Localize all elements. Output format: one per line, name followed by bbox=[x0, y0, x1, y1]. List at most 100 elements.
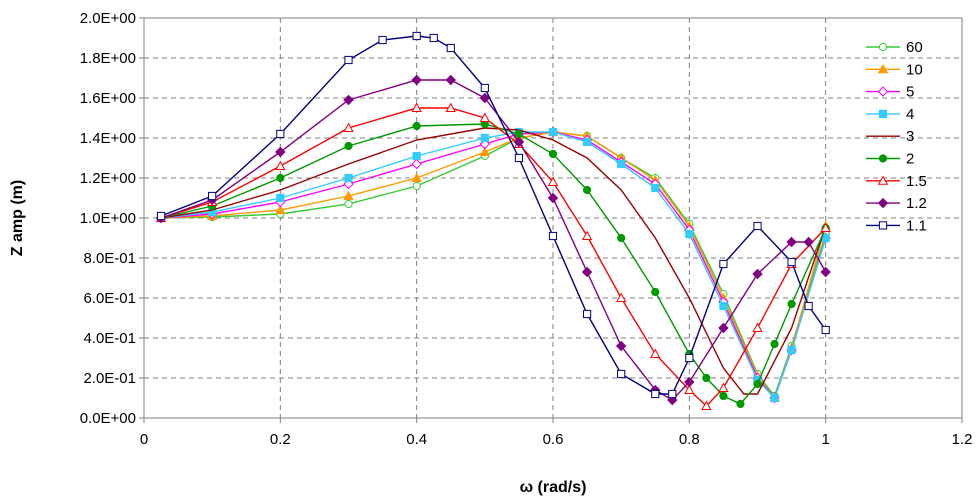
series-4 bbox=[156, 127, 830, 403]
legend-item: 2 bbox=[866, 151, 914, 168]
data-point bbox=[877, 63, 889, 74]
data-point bbox=[479, 146, 491, 156]
y-tick-label: 2.0E-01 bbox=[83, 370, 136, 387]
series-60 bbox=[156, 127, 830, 401]
x-tick-label: 1.2 bbox=[952, 431, 973, 448]
data-point bbox=[702, 373, 711, 383]
legend-item: 10 bbox=[866, 61, 923, 78]
data-point bbox=[877, 197, 889, 209]
data-point bbox=[787, 299, 796, 309]
data-point bbox=[581, 266, 593, 278]
data-point bbox=[685, 353, 694, 363]
data-point bbox=[820, 266, 831, 278]
series-layer bbox=[155, 31, 831, 410]
data-point bbox=[411, 158, 422, 170]
grid-lines bbox=[144, 18, 962, 418]
data-point bbox=[378, 35, 387, 45]
data-point bbox=[343, 122, 354, 132]
data-point bbox=[276, 129, 285, 139]
legend-label: 10 bbox=[906, 61, 923, 78]
data-point bbox=[820, 222, 831, 232]
data-point bbox=[719, 259, 728, 269]
data-point bbox=[877, 175, 889, 185]
data-point bbox=[668, 389, 677, 399]
data-point bbox=[753, 379, 762, 389]
x-tick-label: 1 bbox=[821, 431, 829, 448]
data-point bbox=[786, 236, 797, 248]
data-point bbox=[617, 159, 626, 169]
data-point bbox=[582, 137, 592, 147]
data-point bbox=[804, 301, 813, 311]
data-point bbox=[275, 146, 286, 158]
data-point bbox=[752, 322, 763, 332]
data-point bbox=[581, 230, 593, 240]
y-tick-label: 8.0E-01 bbox=[83, 250, 136, 267]
data-point bbox=[617, 369, 626, 379]
data-point bbox=[685, 229, 694, 239]
data-point bbox=[719, 301, 728, 311]
data-point bbox=[684, 384, 695, 394]
data-point bbox=[479, 112, 491, 122]
data-point bbox=[412, 31, 421, 41]
data-point bbox=[156, 211, 166, 221]
data-point bbox=[445, 102, 456, 112]
data-point bbox=[275, 204, 286, 214]
data-point bbox=[582, 185, 592, 195]
data-point bbox=[753, 221, 762, 231]
y-tick-label: 1.6E+00 bbox=[80, 90, 136, 107]
legend-item: 3 bbox=[866, 128, 914, 145]
data-point bbox=[514, 153, 524, 163]
data-point bbox=[412, 121, 421, 131]
data-point bbox=[343, 190, 354, 200]
data-point bbox=[787, 257, 796, 267]
legend-item: 1.1 bbox=[866, 217, 927, 234]
data-point bbox=[719, 391, 728, 401]
data-point bbox=[343, 94, 354, 106]
x-tick-label: 0.6 bbox=[543, 431, 564, 448]
data-point bbox=[684, 376, 695, 388]
data-point bbox=[615, 292, 627, 302]
legend-label: 3 bbox=[906, 128, 914, 145]
data-point bbox=[787, 345, 796, 355]
legend-item: 5 bbox=[866, 84, 914, 101]
data-point bbox=[615, 340, 627, 352]
tick-labels: 0.0E+00 2.0E-01 4.0E-01 6.0E-01 8.0E-01 1.0E+… bbox=[80, 10, 973, 448]
legend-label: 2 bbox=[906, 151, 914, 168]
data-point bbox=[651, 183, 660, 193]
data-point bbox=[582, 309, 592, 319]
data-point bbox=[445, 74, 456, 86]
data-point bbox=[547, 192, 559, 204]
data-point bbox=[344, 199, 353, 209]
data-point bbox=[547, 176, 559, 186]
data-point bbox=[770, 339, 779, 349]
data-point bbox=[878, 42, 888, 52]
x-tick-label: 0.4 bbox=[406, 431, 427, 448]
data-point bbox=[344, 173, 353, 183]
data-point bbox=[548, 149, 558, 159]
x-axis-title: ω (rad/s) bbox=[520, 479, 587, 496]
legend-item: 4 bbox=[866, 106, 914, 123]
data-point bbox=[548, 231, 558, 241]
data-point bbox=[548, 127, 558, 137]
data-point bbox=[275, 160, 286, 170]
data-point bbox=[878, 221, 888, 230]
data-point bbox=[718, 382, 729, 392]
legend-label: 60 bbox=[906, 39, 923, 56]
data-point bbox=[412, 181, 421, 191]
data-point bbox=[514, 129, 524, 139]
x-tick-label: 0.2 bbox=[270, 431, 291, 448]
legend: 60 10 5 4 3 2 1.5 1.2 1.1 bbox=[866, 39, 927, 234]
data-point bbox=[344, 55, 353, 65]
data-point bbox=[651, 287, 660, 297]
legend-item: 60 bbox=[866, 39, 923, 56]
x-tick-label: 0.8 bbox=[679, 431, 700, 448]
legend-item: 1.5 bbox=[866, 173, 927, 190]
data-point bbox=[650, 348, 661, 358]
y-tick-label: 1.8E+00 bbox=[80, 50, 136, 67]
data-point bbox=[276, 193, 285, 203]
data-point bbox=[480, 83, 489, 93]
legend-label: 4 bbox=[906, 106, 914, 123]
series-2 bbox=[156, 119, 830, 409]
y-tick-label: 4.0E-01 bbox=[83, 330, 136, 347]
data-point bbox=[429, 33, 438, 43]
